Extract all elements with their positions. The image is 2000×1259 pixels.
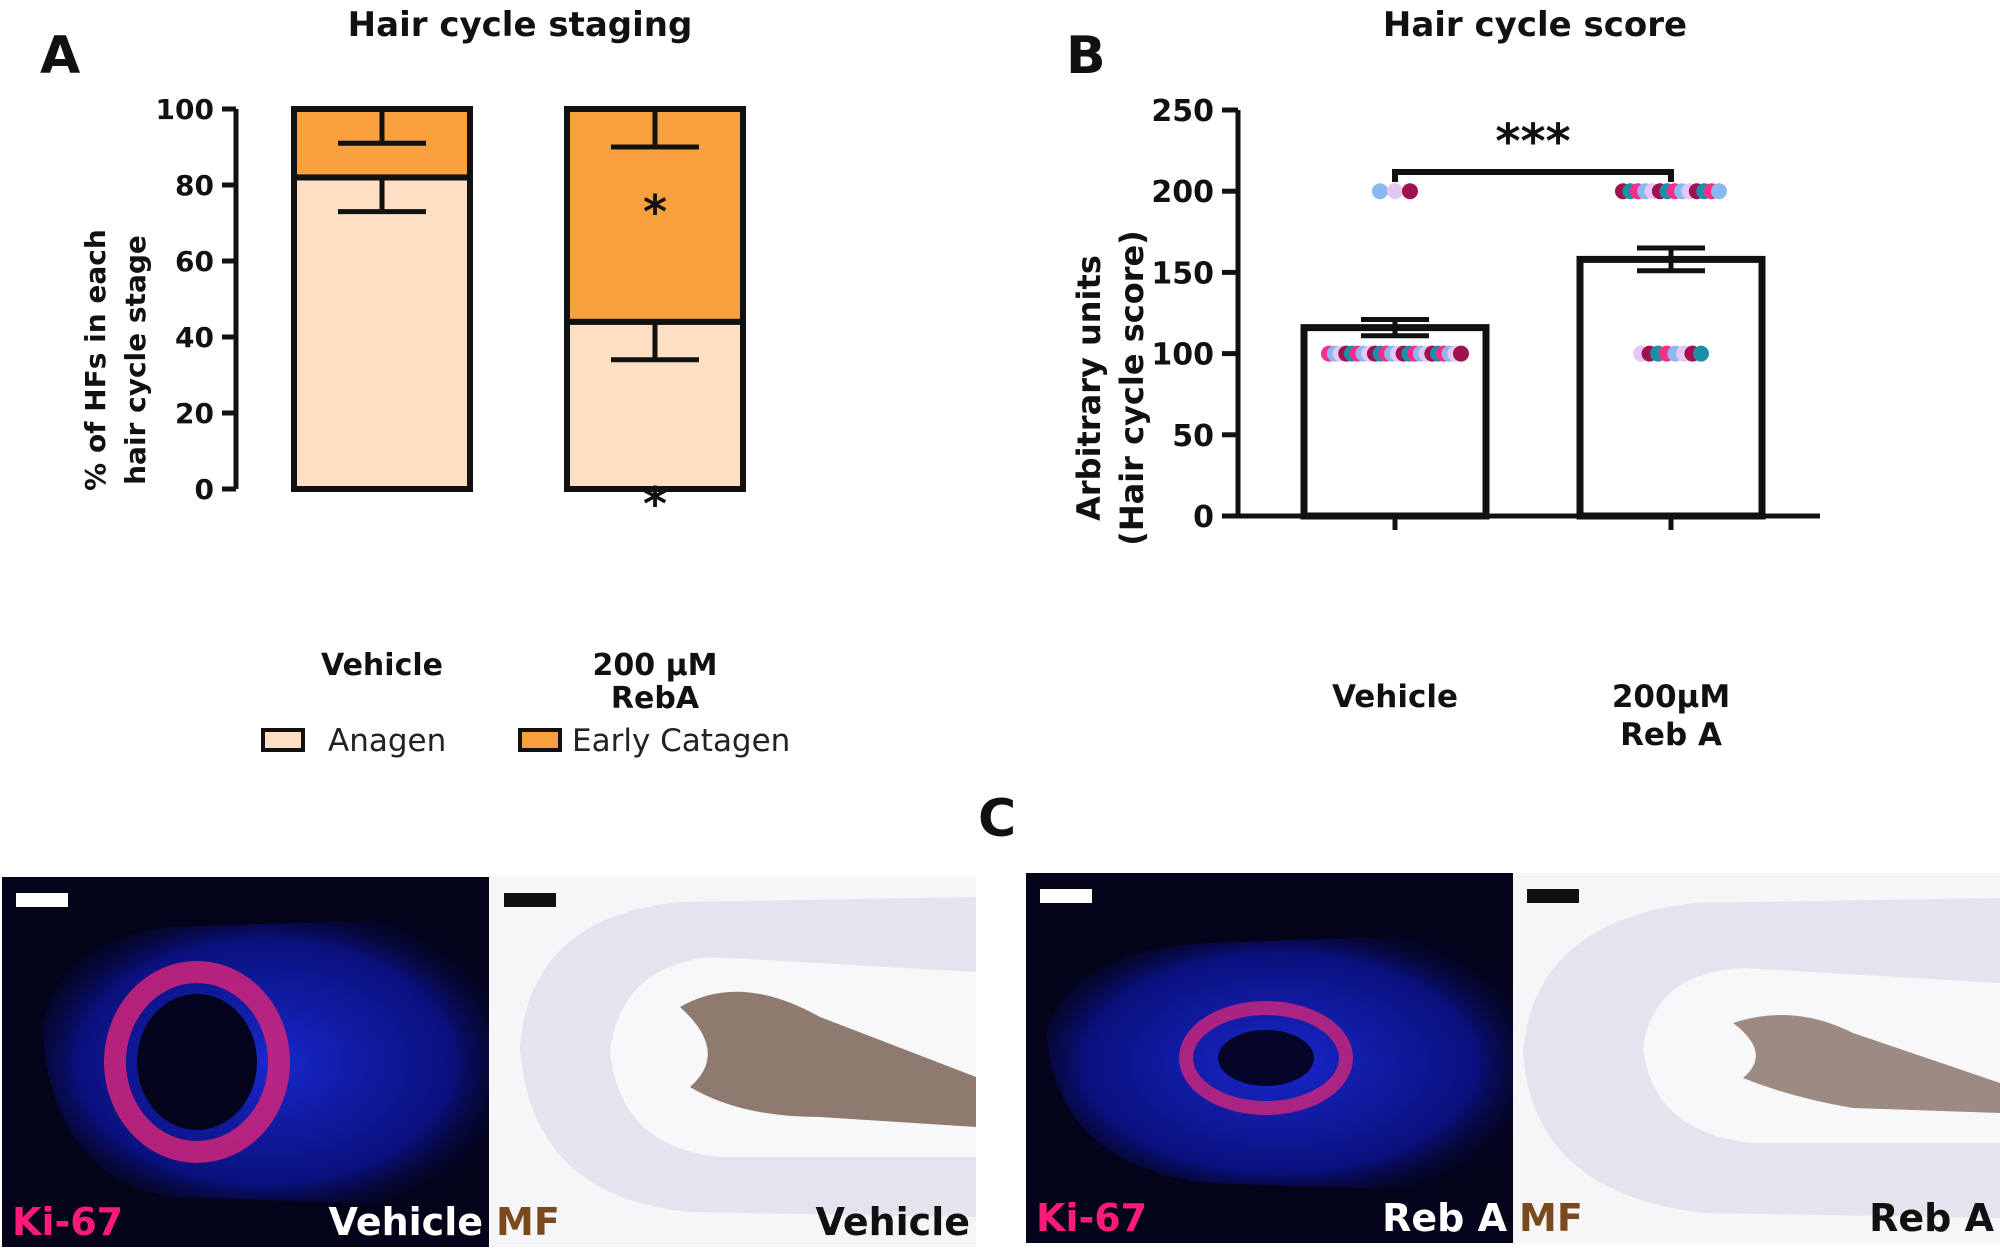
panel-a-letter: A <box>40 26 81 86</box>
mf-label: MF <box>1519 1196 1583 1240</box>
scale-bar <box>1040 889 1092 903</box>
panel-b-title: Hair cycle score <box>1382 5 1688 45</box>
legend-swatch-early-catagen <box>518 728 562 752</box>
reba-ki67-image: Ki-67 Reb A <box>1026 873 1513 1243</box>
scale-bar <box>1527 889 1579 903</box>
legend-swatch-anagen <box>261 728 305 752</box>
y-tick-label: 250 <box>1151 94 1214 129</box>
data-point <box>1453 345 1469 362</box>
y-tick-label: 200 <box>1151 175 1214 210</box>
panel-a-chart: 0 20 40 60 80 100 % of HFs in each hair cycle… <box>79 93 790 759</box>
panel-a-xlabel-vehicle: Vehicle <box>321 648 443 683</box>
y-tick-label: 150 <box>1151 256 1214 291</box>
reba-label: Reb A <box>1382 1196 1507 1240</box>
panel-b-y-axis: 0 50 100 150 200 250 <box>1151 94 1820 535</box>
panel-b-xlabel-vehicle: Vehicle <box>1332 679 1458 715</box>
vehicle-ki67-image: Ki-67 Vehicle <box>2 877 489 1247</box>
y-tick-label: 100 <box>1151 338 1214 373</box>
data-point <box>1372 183 1388 200</box>
panel-b-points <box>1321 183 1727 362</box>
significance-bracket <box>1392 169 1674 182</box>
ki67-label: Ki-67 <box>12 1200 124 1244</box>
y-tick-label: 80 <box>175 169 214 202</box>
panel-b-sig: *** <box>1495 114 1570 170</box>
panel-a-title: Hair cycle staging <box>347 5 693 45</box>
data-point <box>1402 183 1418 200</box>
legend-label-anagen: Anagen <box>328 723 446 759</box>
y-tick-label: 0 <box>1193 500 1214 535</box>
y-tick-label: 50 <box>1172 419 1214 454</box>
scale-bar <box>504 893 556 907</box>
panel-a-ylabel-line1: % of HFs in each <box>79 229 112 491</box>
panel-a-ylabel-line2: hair cycle stage <box>119 235 152 485</box>
panel-a-sig-anagen: * <box>643 477 667 531</box>
y-tick-label: 100 <box>156 93 214 126</box>
vehicle-label: Vehicle <box>815 1200 970 1244</box>
panel-a-y-axis: 0 20 40 60 80 100 <box>156 93 239 506</box>
y-tick-label: 60 <box>175 245 214 278</box>
ki67-label: Ki-67 <box>1036 1196 1148 1240</box>
vehicle-mf-image: MF Vehicle <box>490 877 976 1247</box>
data-point <box>1693 345 1709 362</box>
panel-b-ylabel-line2: (Hair cycle score) <box>1113 230 1151 546</box>
panel-a-xlabel-reba-line1: 200 μM <box>593 648 718 683</box>
bar-reba <box>1576 255 1766 520</box>
panel-b-bars <box>1300 245 1766 520</box>
y-tick-label: 40 <box>175 321 214 354</box>
y-tick-label: 20 <box>175 397 214 430</box>
panel-b-xlabel-reba-line1: 200μM <box>1612 679 1730 715</box>
panel-b-chart: 0 50 100 150 200 250 Arbitrary units (Hair cy… <box>1070 94 1820 753</box>
vehicle-label: Vehicle <box>328 1200 483 1244</box>
data-point <box>1387 183 1403 200</box>
data-point <box>1711 183 1727 200</box>
y-tick-label: 0 <box>195 473 214 506</box>
bar-anagen <box>291 174 473 493</box>
mf-label: MF <box>496 1200 560 1244</box>
panel-a-bars <box>291 106 746 493</box>
panel-c-letter: C <box>978 789 1017 849</box>
panel-a-sig-catagen: * <box>643 185 667 239</box>
reba-mf-image: MF Reb A <box>1513 873 2000 1243</box>
panel-b-xlabel-reba-line2: Reb A <box>1620 717 1722 753</box>
panel-b-ylabel-line1: Arbitrary units <box>1070 255 1108 521</box>
scale-bar <box>16 893 68 907</box>
reba-label: Reb A <box>1869 1196 1994 1240</box>
panel-b-letter: B <box>1066 26 1106 86</box>
panel-a-xlabel-reba-line2: RebA <box>611 681 700 716</box>
legend-label-early-catagen: Early Catagen <box>572 723 790 759</box>
